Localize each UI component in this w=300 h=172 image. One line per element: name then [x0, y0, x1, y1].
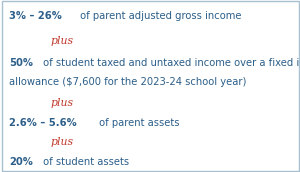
Text: 20%: 20% [9, 157, 33, 167]
Text: plus: plus [51, 36, 74, 46]
Text: plus: plus [51, 137, 74, 147]
Text: of student assets: of student assets [40, 157, 129, 167]
Text: plus: plus [51, 98, 74, 108]
Text: 3% – 26%: 3% – 26% [9, 11, 62, 21]
Text: of student taxed and untaxed income over a fixed income protection: of student taxed and untaxed income over… [40, 58, 300, 68]
Text: 50%: 50% [9, 58, 33, 68]
Text: allowance ($7,600 for the 2023-24 school year): allowance ($7,600 for the 2023-24 school… [9, 77, 246, 87]
Text: of parent adjusted gross income: of parent adjusted gross income [77, 11, 242, 21]
Text: 2.6% – 5.6%: 2.6% – 5.6% [9, 118, 77, 128]
Text: of parent assets: of parent assets [96, 118, 180, 128]
FancyBboxPatch shape [2, 1, 298, 171]
